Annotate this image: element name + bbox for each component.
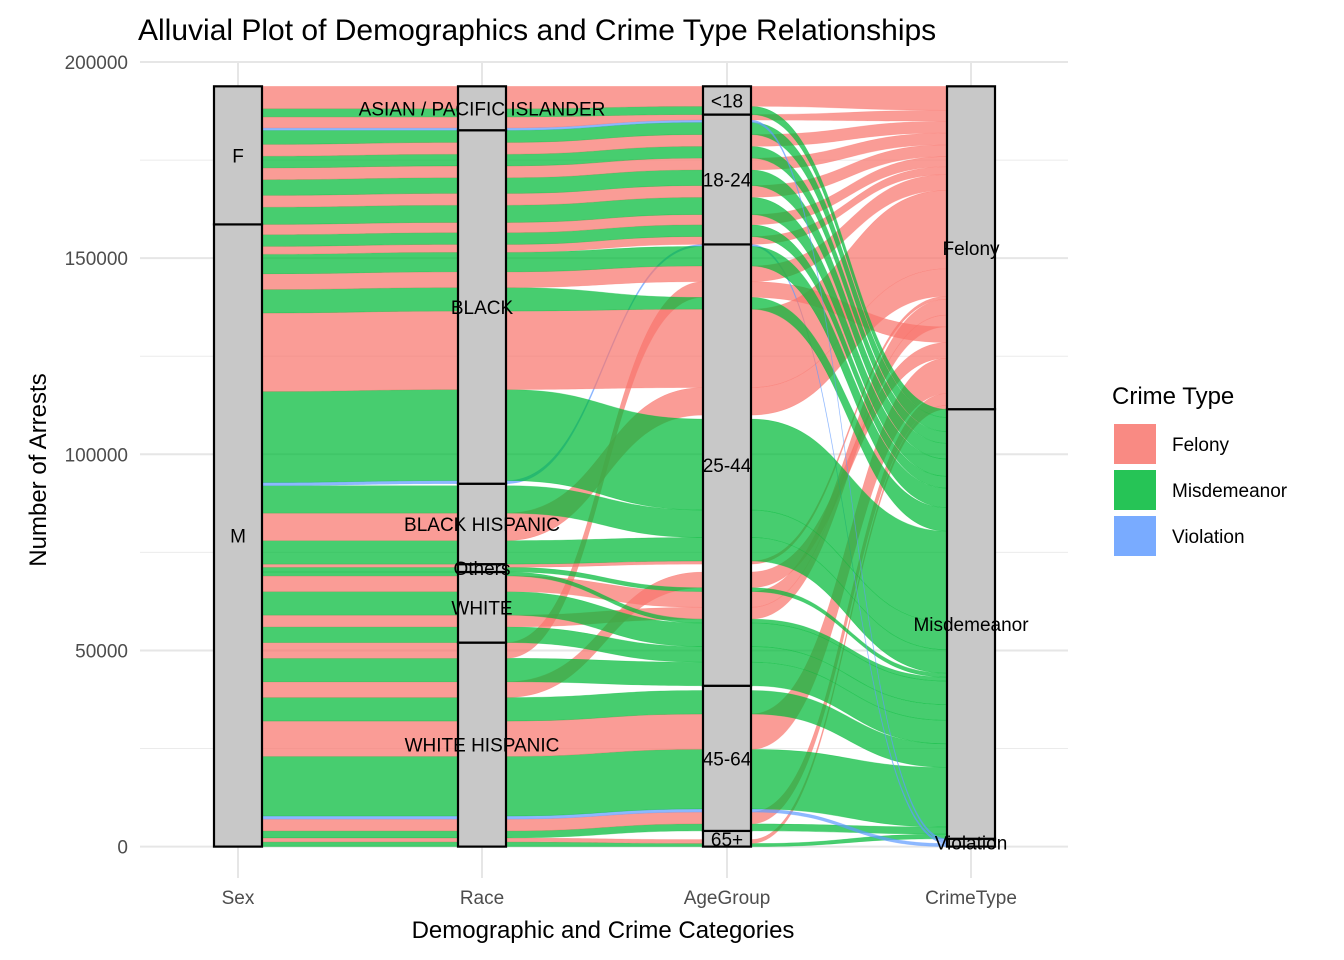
alluvial-flows <box>261 86 948 847</box>
x-axis-title: Demographic and Crime Categories <box>412 917 795 944</box>
legend-label-violation: Violation <box>1172 527 1245 548</box>
x-tick-label-race: Race <box>460 888 504 909</box>
legend-key-violation <box>1114 516 1156 556</box>
strata-boxes: M F WHITE HISPANIC WHITE Others BLACK HISPANI… <box>212 85 1029 855</box>
y-axis-title: Number of Arrests <box>25 373 52 566</box>
stratum-label-sex-f: F <box>232 146 244 167</box>
stratum-label-agegroup-45-64: 45-64 <box>703 749 752 770</box>
y-tick-label: 50000 <box>75 641 128 662</box>
y-axis-ticks: 0 50000 100000 150000 200000 <box>65 53 128 859</box>
y-tick-label: 100000 <box>65 445 128 466</box>
legend-title: Crime Type <box>1112 383 1234 410</box>
stratum-label-agegroup-18: <18 <box>711 91 743 112</box>
chart-title: Alluvial Plot of Demographics and Crime … <box>138 14 936 47</box>
legend-key-felony <box>1114 424 1156 464</box>
stratum-race-white <box>456 570 508 644</box>
stratum-agegroup-18-24 <box>701 113 753 246</box>
stratum-sex-f <box>212 85 264 226</box>
x-tick-label-sex: Sex <box>222 888 255 909</box>
stratum-race-black <box>456 129 508 485</box>
stratum-label-crimetype-felony: Felony <box>942 239 1000 260</box>
stratum-label-race-white: WHITE <box>451 598 512 619</box>
x-axis-ticks: Sex Race AgeGroup CrimeType <box>222 888 1017 909</box>
stratum-label-race-asian-pacific-islander: ASIAN / PACIFIC ISLANDER <box>359 99 606 120</box>
x-tick-label-agegroup: AgeGroup <box>684 888 771 909</box>
y-tick-label: 200000 <box>65 53 128 74</box>
stratum-label-crimetype-violation: Violation <box>935 834 1008 855</box>
stratum-label-race-others: Others <box>453 559 510 580</box>
stratum-race-black-hispanic <box>456 482 508 566</box>
legend: Crime Type Felony Misdemeanor Violation <box>1112 383 1288 556</box>
y-tick-label: 0 <box>117 838 128 859</box>
stratum-race-asian-pacific-islander <box>456 85 508 132</box>
stratum-crimetype-felony <box>945 85 997 411</box>
stratum-label-sex-m: M <box>230 527 246 548</box>
stratum-label-agegroup-65: 65+ <box>711 830 743 851</box>
stratum-label-race-white-hispanic: WHITE HISPANIC <box>405 736 560 757</box>
legend-key-misdemeanor <box>1114 470 1156 510</box>
stratum-sex-m <box>212 223 264 848</box>
stratum-agegroup-25-44 <box>701 243 753 687</box>
stratum-label-race-black-hispanic: BLACK HISPANIC <box>404 515 560 536</box>
stratum-label-crimetype-misdemeanor: Misdemeanor <box>913 615 1029 636</box>
legend-label-felony: Felony <box>1172 435 1230 456</box>
stratum-race-white-hispanic <box>456 641 508 848</box>
stratum-label-agegroup-18-24: 18-24 <box>703 170 752 191</box>
y-tick-label: 150000 <box>65 249 128 270</box>
stratum-label-race-black: BLACK <box>451 298 514 319</box>
stratum-label-agegroup-25-44: 25-44 <box>703 456 752 477</box>
legend-label-misdemeanor: Misdemeanor <box>1172 481 1288 502</box>
stratum-crimetype-misdemeanor <box>945 408 997 840</box>
x-tick-label-crimetype: CrimeType <box>925 888 1017 909</box>
stratum-agegroup-18 <box>701 85 753 116</box>
